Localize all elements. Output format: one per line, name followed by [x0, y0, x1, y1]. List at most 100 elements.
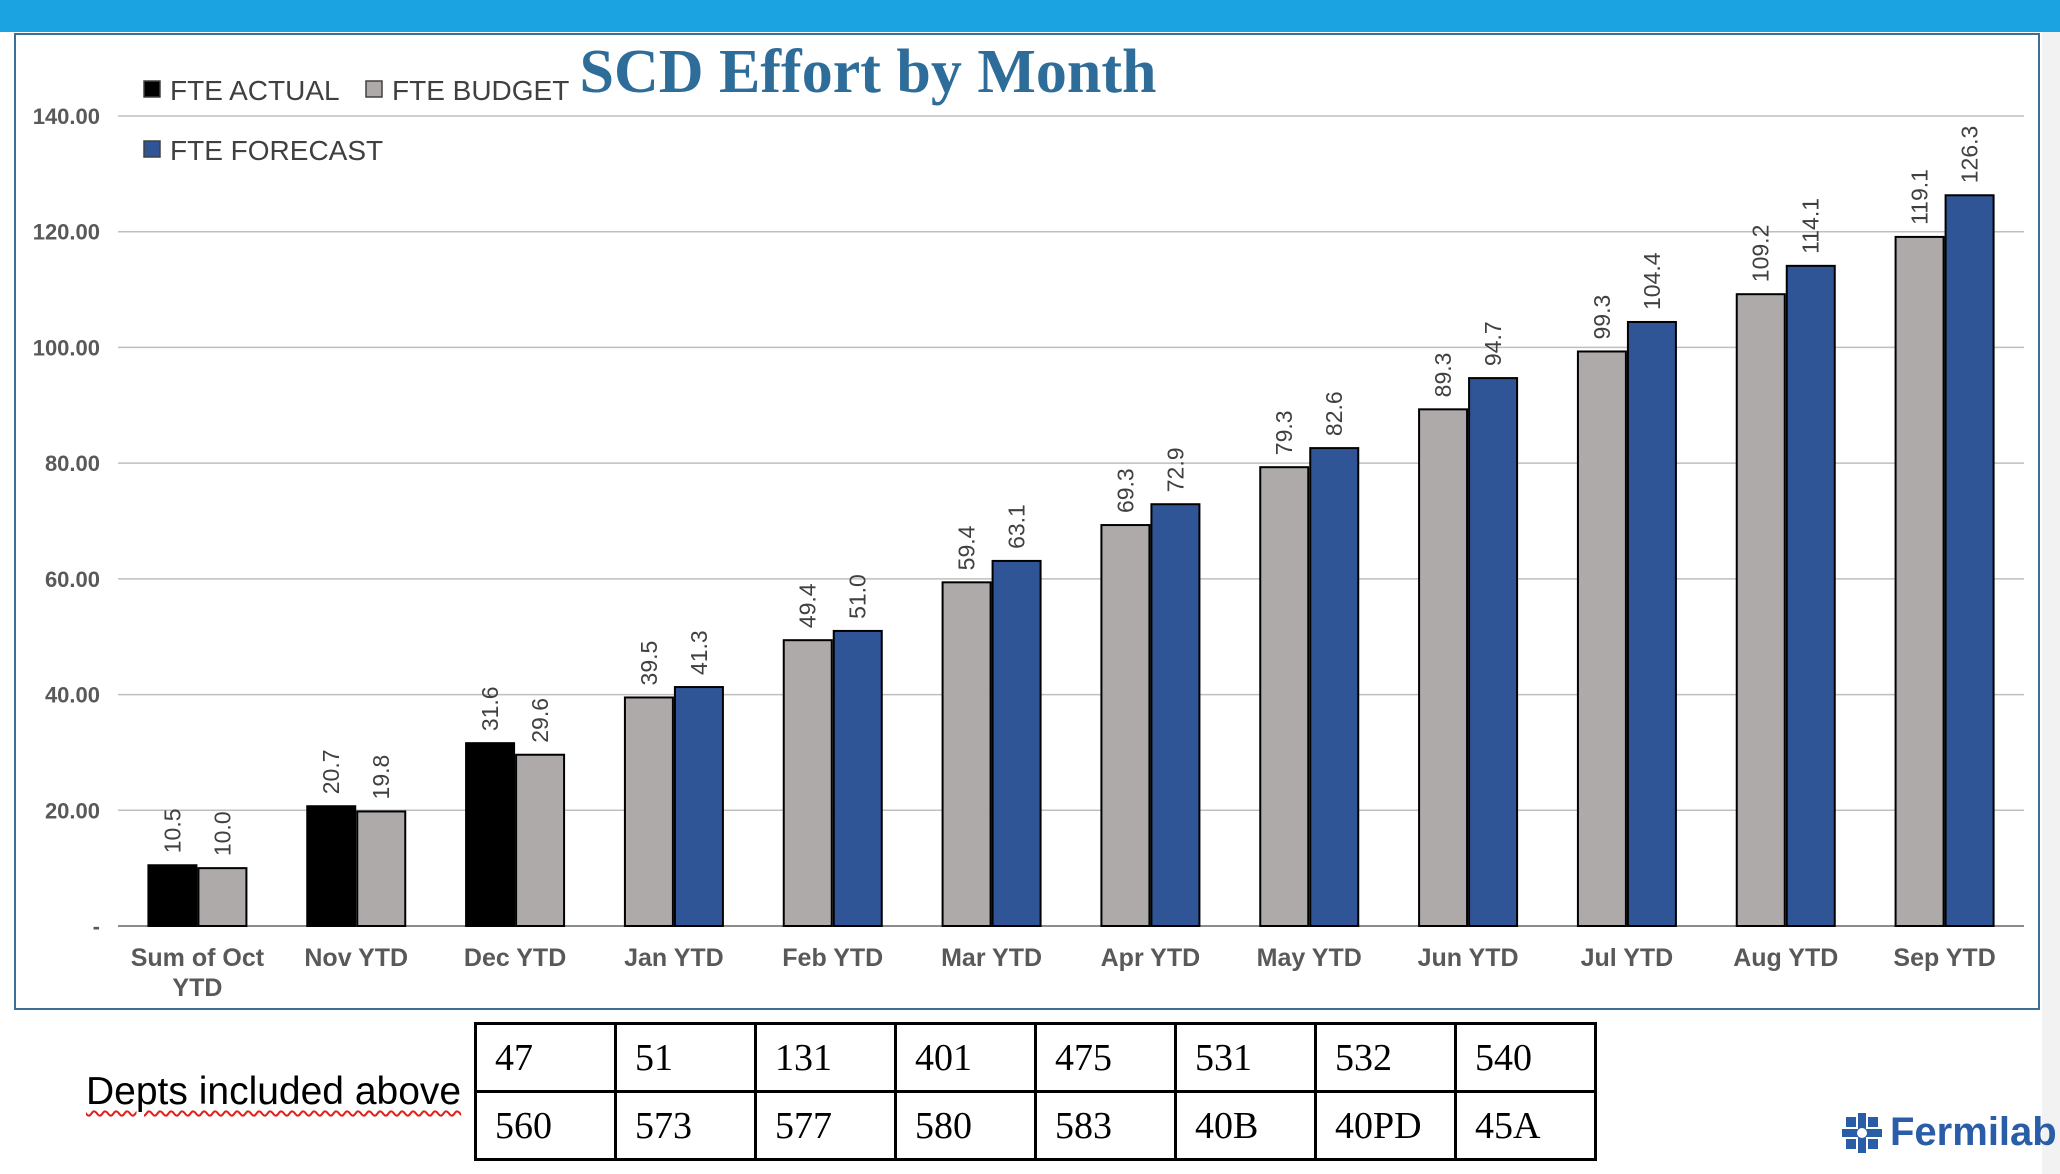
legend-label: FTE FORECAST — [170, 135, 383, 166]
data-label: 126.3 — [1957, 126, 1983, 184]
legend-swatch — [365, 80, 383, 98]
category-label: Mar YTD — [941, 944, 1042, 972]
right-edge-strip — [2042, 32, 2060, 1174]
depts-row: 560 573 577 580 583 40B 40PD 45A — [474, 1090, 1597, 1161]
bar — [197, 867, 248, 928]
bar — [465, 742, 516, 928]
bar — [1576, 350, 1627, 927]
bar — [1150, 503, 1201, 927]
legend-swatch — [143, 140, 161, 158]
legend-label: FTE ACTUAL — [170, 75, 340, 106]
depts-table: 47 51 131 401 475 531 532 540 560 573 577 580 583 40B… — [474, 1022, 1597, 1161]
y-tick-label: 40.00 — [45, 683, 100, 708]
chart-title: SCD Effort by Month — [580, 38, 1157, 106]
bar — [1626, 320, 1677, 927]
bar — [832, 629, 883, 928]
depts-cell: 532 — [1314, 1022, 1457, 1093]
depts-cell: 540 — [1454, 1022, 1597, 1093]
legend-swatch — [143, 80, 161, 98]
data-label: 82.6 — [1321, 391, 1347, 436]
data-label: 79.3 — [1271, 410, 1297, 455]
data-label: 89.3 — [1430, 353, 1456, 398]
category-label: May YTD — [1257, 944, 1362, 972]
bar — [1894, 235, 1945, 927]
bar — [1100, 524, 1151, 927]
depts-cell: 580 — [894, 1090, 1037, 1161]
bar — [1785, 264, 1836, 928]
depts-cell: 531 — [1174, 1022, 1317, 1093]
depts-cell: 577 — [754, 1090, 897, 1161]
bar-chart: -20.0040.0060.0080.00100.00120.00140.00 … — [33, 38, 2024, 1002]
top-accent-band — [0, 0, 2060, 32]
category-label: Aug YTD — [1733, 944, 1838, 972]
bar — [623, 696, 674, 928]
data-label: 94.7 — [1480, 321, 1506, 366]
bar — [1735, 293, 1786, 927]
category-label: Sum of Oct YTD — [131, 944, 265, 1002]
category-label: Jul YTD — [1581, 944, 1674, 972]
data-label: 114.1 — [1798, 198, 1824, 254]
data-label: 72.9 — [1162, 447, 1188, 492]
data-label: 51.0 — [845, 574, 871, 619]
category-label: Feb YTD — [782, 944, 883, 972]
depts-cell: 51 — [614, 1022, 757, 1093]
bar — [147, 864, 198, 927]
y-tick-label: 100.00 — [33, 335, 100, 360]
depts-cell: 401 — [894, 1022, 1037, 1093]
depts-row: 47 51 131 401 475 531 532 540 — [474, 1022, 1597, 1093]
y-tick-label: 80.00 — [45, 451, 100, 476]
legend-label: FTE BUDGET — [392, 75, 569, 106]
y-tick-label: 20.00 — [45, 798, 100, 823]
data-label: 99.3 — [1589, 295, 1615, 340]
data-label: 19.8 — [368, 755, 394, 800]
data-label: 41.3 — [686, 630, 712, 675]
data-label: 59.4 — [954, 525, 980, 570]
data-label: 10.5 — [159, 808, 185, 853]
depts-label: Depts included above — [86, 1070, 461, 1114]
data-label: 49.4 — [795, 583, 821, 628]
y-tick-label: 140.00 — [33, 104, 100, 129]
category-label: Apr YTD — [1101, 944, 1201, 972]
data-label: 31.6 — [477, 686, 503, 731]
data-label: 69.3 — [1112, 468, 1138, 513]
bar — [673, 686, 724, 927]
data-label: 29.6 — [527, 698, 553, 743]
fermilab-logo-text: Fermilab — [1890, 1110, 2057, 1154]
y-tick-label: 120.00 — [33, 220, 100, 245]
bar — [1468, 377, 1519, 928]
category-label: Jun YTD — [1418, 944, 1519, 972]
depts-cell: 40B — [1174, 1090, 1317, 1161]
depts-cell: 131 — [754, 1022, 897, 1093]
depts-cell: 560 — [474, 1090, 617, 1161]
gridlines — [118, 115, 2024, 927]
depts-cell: 573 — [614, 1090, 757, 1161]
data-label: 39.5 — [636, 641, 662, 686]
bar — [1418, 408, 1469, 928]
depts-cell: 47 — [474, 1022, 617, 1093]
category-labels: Sum of Oct YTD Nov YTD Dec YTD Jan YTD Feb YT… — [131, 944, 1996, 1002]
bar — [356, 810, 407, 928]
data-label: 119.1 — [1907, 169, 1933, 225]
bar — [306, 805, 357, 927]
category-label: Jan YTD — [624, 944, 724, 972]
y-tick-label: - — [93, 914, 100, 939]
legend: FTE ACTUAL FTE BUDGET FTE FORECAST — [143, 75, 569, 166]
bar — [941, 581, 992, 927]
data-label: 63.1 — [1004, 504, 1030, 549]
bar — [782, 639, 833, 928]
depts-cell: 583 — [1034, 1090, 1177, 1161]
y-axis-ticks: - 20.00 40.00 60.00 80.00 100.00 120.00 140.00 — [33, 104, 100, 939]
depts-cell: 40PD — [1314, 1090, 1457, 1161]
data-label: 20.7 — [318, 749, 344, 794]
bar — [991, 559, 1042, 928]
data-label: 10.0 — [209, 811, 235, 856]
bar — [1259, 466, 1310, 927]
bar — [515, 753, 566, 927]
category-label: Nov YTD — [304, 944, 408, 972]
bars — [147, 194, 1995, 928]
depts-cell: 45A — [1454, 1090, 1597, 1161]
data-labels: 10.5 10.0 20.7 19.8 31.6 29.6 39.5 41.3 49.4 51.0… — [159, 126, 1982, 856]
y-tick-label: 60.00 — [45, 567, 100, 592]
data-label: 109.2 — [1748, 225, 1774, 283]
bar — [1309, 447, 1360, 927]
